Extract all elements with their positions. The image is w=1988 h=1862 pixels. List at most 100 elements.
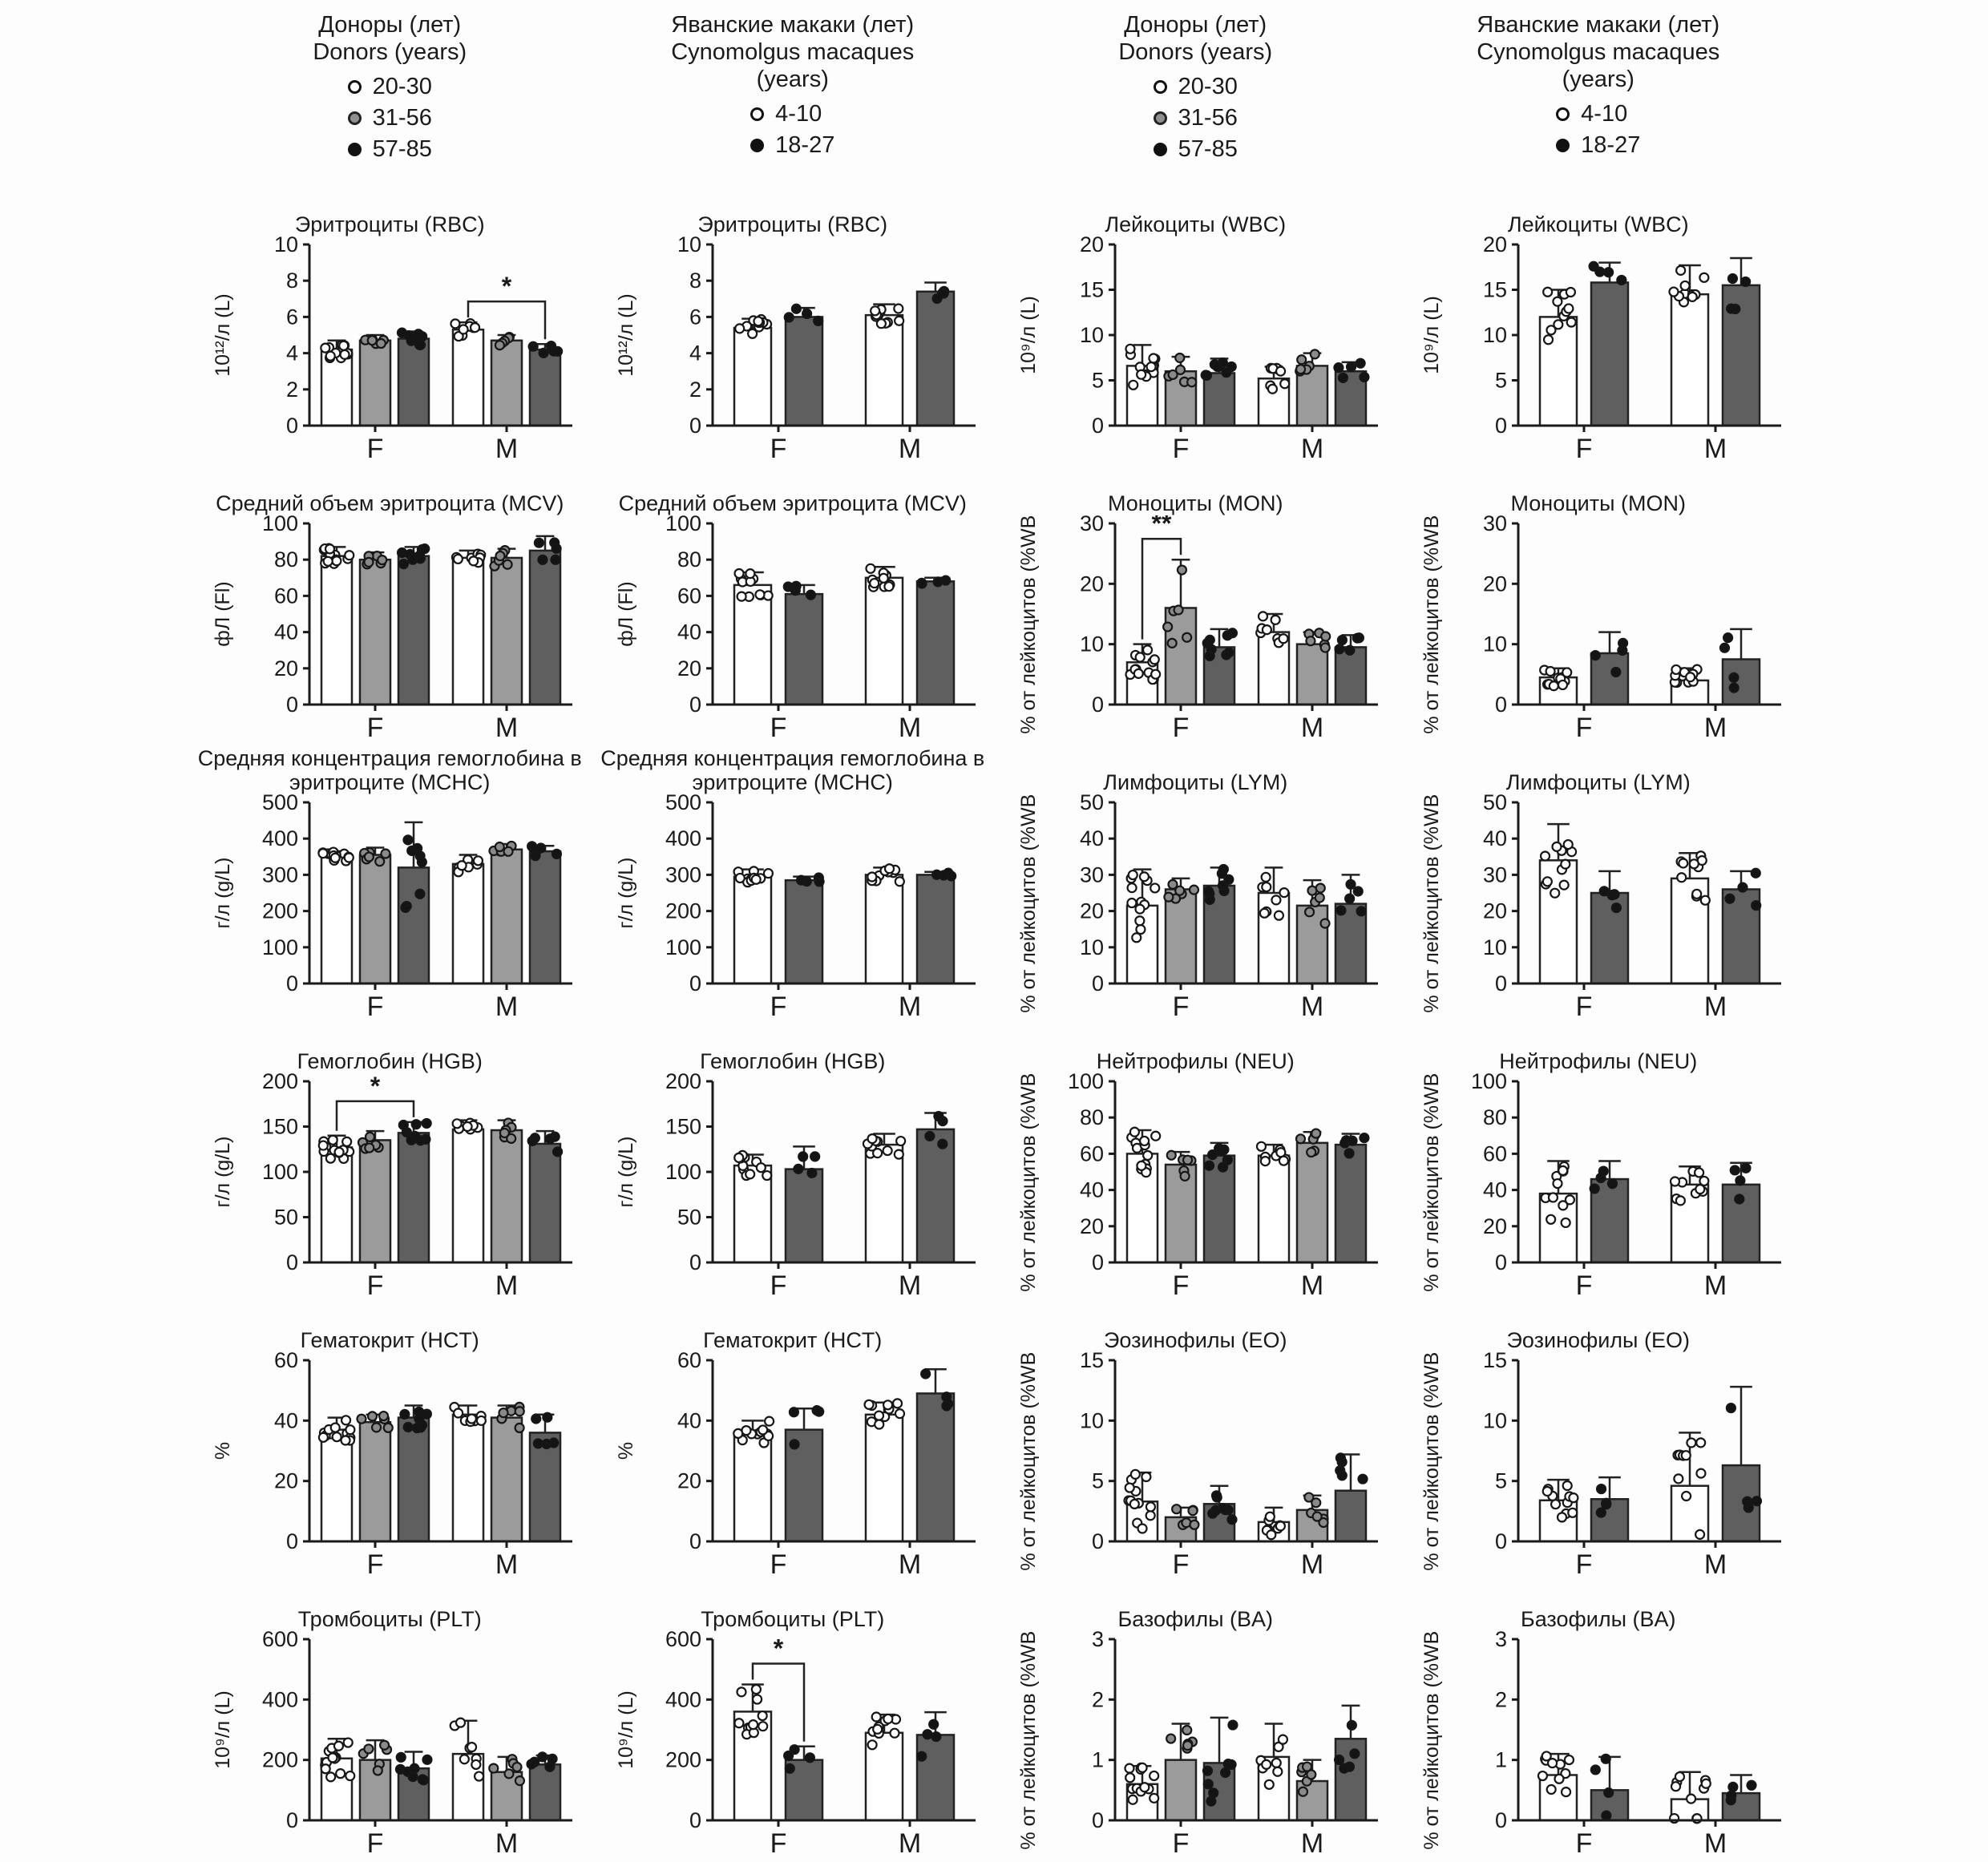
scatter-point bbox=[1562, 838, 1574, 850]
scatter-point bbox=[1334, 1754, 1345, 1766]
scatter-point bbox=[1552, 296, 1563, 307]
y-tick-label: 10 bbox=[1080, 1408, 1104, 1432]
y-axis-label: г/л (g/L) bbox=[615, 1136, 637, 1207]
scatter-point bbox=[1595, 1507, 1606, 1518]
y-axis-label: 10⁹/л (L) bbox=[212, 1690, 234, 1769]
scatter-point bbox=[1272, 1766, 1283, 1777]
scatter-point bbox=[1699, 1175, 1710, 1187]
y-tick-label: 20 bbox=[274, 656, 298, 681]
scatter-point bbox=[1137, 1523, 1148, 1534]
scatter-point bbox=[1558, 879, 1570, 891]
scatter-point bbox=[1551, 841, 1562, 852]
scatter-point bbox=[1275, 1521, 1287, 1532]
y-tick-label: 4 bbox=[286, 341, 298, 366]
scatter-point bbox=[1733, 1194, 1745, 1205]
y-tick-label: 0 bbox=[286, 971, 298, 996]
y-tick-label: 0 bbox=[286, 1808, 298, 1832]
scatter-point bbox=[1279, 1155, 1290, 1166]
y-tick-label: 0 bbox=[1495, 414, 1507, 438]
scatter-point bbox=[893, 1149, 904, 1160]
scatter-point bbox=[1344, 1148, 1355, 1159]
legend-item: 57-85 bbox=[1153, 136, 1238, 163]
scatter-point bbox=[473, 855, 484, 866]
scatter-point bbox=[1314, 892, 1326, 903]
chart-title: Лейкоциты (WBC) bbox=[1105, 212, 1287, 236]
scatter-point bbox=[495, 340, 506, 351]
y-tick-label: 0 bbox=[1495, 1250, 1507, 1274]
scatter-point bbox=[1127, 869, 1139, 881]
bar bbox=[398, 1416, 430, 1543]
scatter-point bbox=[550, 554, 561, 565]
scatter-point bbox=[1208, 1787, 1219, 1799]
legend-item-label: 20-30 bbox=[1178, 74, 1238, 99]
x-group-label: F bbox=[1173, 1549, 1190, 1580]
bar bbox=[452, 862, 485, 985]
x-group-label: M bbox=[495, 1828, 518, 1859]
scatter-point bbox=[534, 537, 545, 548]
scatter-point bbox=[1357, 1473, 1368, 1484]
bar bbox=[784, 316, 823, 427]
scatter-point bbox=[741, 1425, 752, 1436]
chart-eo-donors: Эозинофилы (EO) 0 5 10 15 F M % от лейкоцитов (… bbox=[994, 1304, 1397, 1583]
scatter-point bbox=[327, 1752, 338, 1763]
scatter-point bbox=[495, 550, 506, 562]
scatter-point bbox=[1602, 1787, 1614, 1799]
scatter-point bbox=[1541, 1751, 1552, 1762]
scatter-point bbox=[1675, 872, 1687, 883]
scatter-point bbox=[1687, 291, 1698, 302]
scatter-point bbox=[322, 555, 334, 567]
scatter-point bbox=[414, 339, 426, 350]
scatter-point bbox=[867, 1739, 878, 1751]
scatter-point bbox=[1211, 1490, 1222, 1501]
scatter-point bbox=[410, 1119, 422, 1130]
y-tick-label: 500 bbox=[262, 794, 298, 814]
scatter-point bbox=[1134, 903, 1146, 915]
y-tick-label: 60 bbox=[1483, 1141, 1507, 1165]
y-tick-label: 60 bbox=[677, 584, 701, 608]
scatter-point bbox=[1263, 1779, 1275, 1790]
scatter-point bbox=[1227, 1719, 1238, 1731]
x-group-label: F bbox=[1173, 1828, 1190, 1859]
scatter-point bbox=[933, 1110, 944, 1122]
y-tick-label: 80 bbox=[1080, 1105, 1104, 1129]
scatter-point bbox=[1693, 1167, 1704, 1178]
scatter-point bbox=[782, 581, 794, 592]
scatter-point bbox=[467, 1741, 478, 1753]
scatter-point bbox=[1202, 1765, 1214, 1776]
scatter-point bbox=[414, 888, 426, 899]
scatter-point bbox=[878, 572, 889, 584]
y-tick-label: 100 bbox=[1471, 1073, 1507, 1093]
chart-title: Тромбоциты (PLT) bbox=[701, 1607, 885, 1631]
scatter-point bbox=[1126, 883, 1137, 894]
scatter-point bbox=[1279, 887, 1290, 899]
scatter-point bbox=[757, 1721, 769, 1732]
scatter-point bbox=[364, 851, 375, 862]
x-group-label: M bbox=[899, 713, 921, 743]
y-tick-label: 40 bbox=[1080, 1178, 1104, 1202]
scatter-point bbox=[1556, 1512, 1567, 1523]
scatter-point bbox=[1568, 1492, 1579, 1504]
scatter-point bbox=[451, 1118, 463, 1129]
scatter-point bbox=[329, 852, 341, 863]
scatter-point bbox=[1563, 1754, 1574, 1766]
scatter-point bbox=[936, 1138, 948, 1149]
bar bbox=[1258, 1154, 1291, 1264]
bar bbox=[1296, 904, 1329, 985]
chart-wbc-donors: Лейкоциты (WBC) 0 5 10 15 20 F M 10⁹/л (L) bbox=[994, 188, 1397, 467]
scatter-point bbox=[552, 1146, 564, 1157]
y-axis-label: 10⁹/л (L) bbox=[1420, 296, 1443, 374]
scatter-point bbox=[476, 1415, 487, 1427]
x-group-label: M bbox=[899, 992, 921, 1022]
scatter-point bbox=[1539, 850, 1550, 862]
scatter-point bbox=[356, 1413, 367, 1424]
scatter-point bbox=[1166, 1733, 1177, 1744]
legend-marker-black-icon bbox=[347, 143, 362, 156]
scatter-point bbox=[1275, 366, 1287, 377]
legend-block-2: Яванские макаки (лет) Cynomolgus macaques… bbox=[592, 0, 995, 188]
scatter-point bbox=[398, 559, 410, 570]
chart-mon-macaques: Моноциты (MON) 0 10 20 30 F M % от лейкоцитов (… bbox=[1397, 467, 1800, 746]
legend-marker-black-icon bbox=[1556, 139, 1570, 152]
y-tick-label: 400 bbox=[665, 1687, 701, 1711]
bar bbox=[452, 556, 485, 706]
x-group-label: M bbox=[1704, 1270, 1727, 1301]
